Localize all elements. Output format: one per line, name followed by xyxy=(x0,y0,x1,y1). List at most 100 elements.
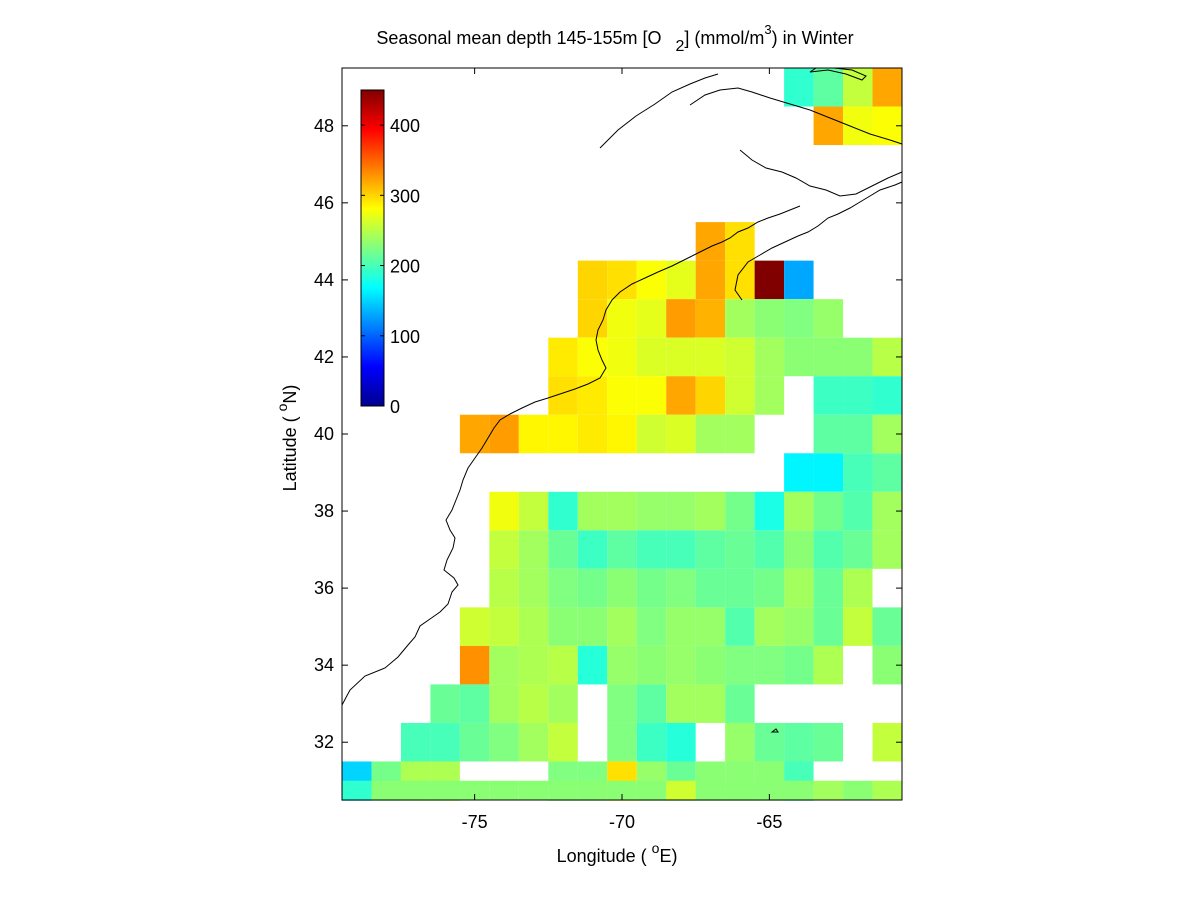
heatmap-cell xyxy=(518,780,549,800)
heatmap-cell xyxy=(666,260,696,300)
heatmap-cell xyxy=(636,780,667,800)
colorbar-tick-label: 400 xyxy=(390,116,420,136)
heatmap-cell xyxy=(489,645,519,685)
heatmap-cell xyxy=(666,376,696,415)
heatmap-cell xyxy=(695,337,726,377)
coastline-nova-scotia xyxy=(734,181,903,301)
heatmap-cell xyxy=(872,607,902,646)
heatmap-cell xyxy=(695,222,726,261)
heatmap-cell xyxy=(695,260,726,300)
x-axis-ticks: -75 -70 -65 xyxy=(462,68,782,832)
coastline xyxy=(341,67,903,733)
y-axis-label: Latitude ( oN) xyxy=(274,385,300,492)
heatmap-cell xyxy=(666,780,696,800)
heatmap-cell xyxy=(695,414,726,454)
heatmap-cell xyxy=(577,337,608,377)
heatmap-cell xyxy=(577,780,608,800)
heatmap-cell xyxy=(725,722,755,762)
heatmap-cell xyxy=(518,491,549,531)
heatmap-cell xyxy=(754,722,785,762)
x-tick-label: -70 xyxy=(609,812,635,832)
heatmap-cell xyxy=(636,414,667,454)
heatmap-cell xyxy=(725,530,755,569)
heatmap-cell xyxy=(872,453,902,492)
heatmap-cell xyxy=(342,780,372,800)
heatmap-cell xyxy=(548,607,578,646)
heatmap-cell xyxy=(666,414,696,454)
heatmap-cell xyxy=(843,491,873,531)
heatmap-cell xyxy=(813,337,844,377)
heatmap-cell xyxy=(725,222,755,261)
heatmap-cell xyxy=(518,722,549,762)
heatmap-cell xyxy=(459,645,490,685)
heatmap-cell xyxy=(636,337,667,377)
heatmap-cell xyxy=(636,645,667,685)
heatmap-cell xyxy=(872,780,902,800)
heatmap-cell xyxy=(666,645,696,685)
heatmap-cell xyxy=(607,684,637,723)
heatmap-cell xyxy=(695,491,726,531)
heatmap-cell xyxy=(754,530,785,569)
heatmap-cell xyxy=(813,568,844,608)
heatmap-cell xyxy=(784,337,814,377)
heatmap-cell xyxy=(813,414,844,454)
heatmap-cell xyxy=(843,106,873,146)
colorbar-tick-label: 300 xyxy=(390,186,420,206)
heatmap-cell xyxy=(666,568,696,608)
heatmap-cell xyxy=(695,607,726,646)
heatmap-cell xyxy=(784,722,814,762)
colorbar-tick-label: 0 xyxy=(390,397,400,417)
heatmap-cell xyxy=(872,68,902,107)
coastline-gulf-st-lawrence xyxy=(599,73,903,197)
heatmap-cell xyxy=(813,491,844,531)
heatmap-cell xyxy=(754,337,785,377)
heatmap-cell xyxy=(371,780,401,800)
heatmap-cell xyxy=(725,645,755,685)
colorbar-tick-label: 200 xyxy=(390,257,420,277)
heatmap-cell xyxy=(784,491,814,531)
heatmap-cell xyxy=(695,780,726,800)
heatmap-cell xyxy=(725,376,755,415)
heatmap-cell xyxy=(843,780,873,800)
heatmap-cell xyxy=(784,530,814,569)
heatmap-cell xyxy=(784,568,814,608)
heatmap-cell xyxy=(666,337,696,377)
heatmap-cell xyxy=(843,376,873,415)
heatmap-cell xyxy=(636,607,667,646)
y-axis-ticks: 32 34 36 38 40 42 44 46 48 xyxy=(314,116,902,752)
heatmap-cell xyxy=(489,491,519,531)
heatmap-cell xyxy=(813,376,844,415)
heatmap-cell xyxy=(548,376,578,415)
heatmap-cell xyxy=(636,684,667,723)
heatmap-cell xyxy=(489,530,519,569)
heatmap-cell xyxy=(607,607,637,646)
x-tick-label: -75 xyxy=(462,812,488,832)
heatmap-cell xyxy=(489,414,519,454)
heatmap-cell xyxy=(636,376,667,415)
heatmap-cell xyxy=(518,568,549,608)
heatmap-cell xyxy=(548,414,578,454)
plot-area: -75 -70 -65 32 34 36 38 40 42 44 46 48 xyxy=(314,67,903,832)
heatmap-cell xyxy=(548,780,578,800)
heatmap-cell xyxy=(784,453,814,492)
heatmap-cell xyxy=(607,260,637,300)
y-tick-label: 34 xyxy=(314,655,334,675)
heatmap-cell xyxy=(754,376,785,415)
heatmap-cell xyxy=(607,722,637,762)
heatmap-cell xyxy=(577,299,608,338)
heatmap-cell xyxy=(725,414,755,454)
heatmap-cell xyxy=(518,414,549,454)
heatmap-cell xyxy=(548,722,578,762)
heatmap-cell xyxy=(489,684,519,723)
y-tick-label: 40 xyxy=(314,424,334,444)
colorbar-gradient xyxy=(360,89,385,407)
heatmap-cell xyxy=(784,780,814,800)
heatmap-cell xyxy=(607,299,637,338)
heatmap-cell xyxy=(518,684,549,723)
heatmap-cells xyxy=(342,68,902,801)
heatmap-cell xyxy=(518,607,549,646)
coastline-us-east xyxy=(341,205,801,706)
heatmap-cell xyxy=(548,684,578,723)
heatmap-cell xyxy=(843,337,873,377)
